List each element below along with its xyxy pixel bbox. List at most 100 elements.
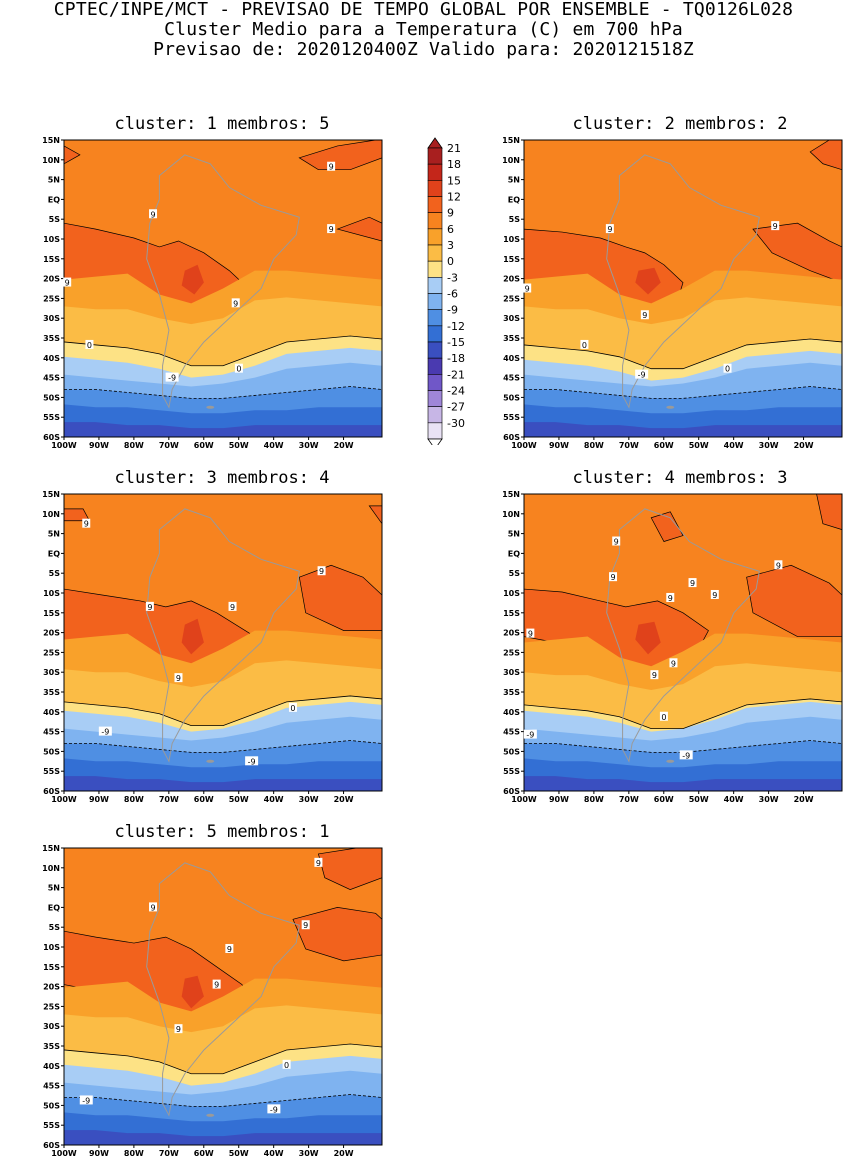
hot-core bbox=[181, 975, 204, 1009]
contour-label-bg bbox=[580, 339, 589, 349]
contour-label-bg bbox=[679, 750, 693, 760]
band-minus-15 bbox=[64, 776, 382, 791]
lat-label: 60S bbox=[503, 433, 520, 442]
lon-label: 20W bbox=[334, 795, 354, 804]
contour-label-bg bbox=[149, 902, 158, 912]
lon-label: 60W bbox=[194, 1149, 214, 1157]
lon-label: 80W bbox=[124, 1149, 144, 1157]
lat-label: 40S bbox=[43, 708, 60, 717]
lat-label: 5S bbox=[509, 569, 521, 578]
lat-label: 25S bbox=[43, 1002, 60, 1011]
lat-label: 10N bbox=[42, 156, 60, 165]
contour-label-bg bbox=[327, 224, 336, 234]
lat-label: 10S bbox=[43, 943, 60, 952]
lat-label: 35S bbox=[43, 1042, 60, 1051]
lat-label: 5N bbox=[508, 530, 520, 539]
contour-label-bg bbox=[85, 339, 94, 349]
lat-label: 40S bbox=[43, 1062, 60, 1071]
lat-label: 10S bbox=[43, 235, 60, 244]
colorbar-level-label: 21 bbox=[447, 142, 461, 155]
map-panel-cluster-2: 15N 10N 5N EQ 5S 10S 15S 20S 25S 30S 35S 40S 45S 50S 5… bbox=[502, 136, 843, 450]
lat-label: 10N bbox=[42, 864, 60, 873]
lon-label: 50W bbox=[229, 441, 249, 450]
colorbar-level-label: -27 bbox=[447, 401, 465, 414]
lon-label: 90W bbox=[89, 795, 109, 804]
lon-label: 100W bbox=[51, 795, 77, 804]
lat-label: 20S bbox=[503, 629, 520, 638]
panel-title-cluster-5: cluster: 5 membros: 1 bbox=[114, 822, 330, 842]
lat-label: 15S bbox=[43, 609, 60, 618]
lon-label: 30W bbox=[759, 795, 779, 804]
lat-label: 5S bbox=[49, 569, 61, 578]
contour-label-bg bbox=[245, 756, 259, 766]
contour-label: 9 bbox=[607, 225, 612, 234]
contour-label: 0 bbox=[582, 341, 587, 350]
lat-label: 5N bbox=[508, 176, 520, 185]
lat-label: 15S bbox=[503, 255, 520, 264]
contour-label-bg bbox=[327, 161, 336, 171]
lat-label: EQ bbox=[48, 903, 60, 912]
contour-label: -9 bbox=[270, 1105, 278, 1114]
contour-label: 9 bbox=[227, 945, 232, 954]
contour-minus-9 bbox=[524, 386, 843, 399]
contour-label-bg bbox=[225, 943, 234, 953]
lat-label: EQ bbox=[508, 195, 520, 204]
contour-minus-9 bbox=[64, 386, 383, 399]
lat-label: 10N bbox=[502, 510, 520, 519]
lon-label: 50W bbox=[689, 795, 709, 804]
colorbar-top-arrow bbox=[427, 137, 443, 149]
lat-label: 15N bbox=[42, 844, 60, 853]
colorbar-level-label: -9 bbox=[447, 304, 458, 317]
contour-label-bg bbox=[234, 363, 243, 373]
lon-label: 60W bbox=[654, 441, 674, 450]
lat-label: 10N bbox=[502, 156, 520, 165]
contour-label: -9 bbox=[101, 728, 109, 737]
colorbar-swatch bbox=[427, 374, 443, 391]
lat-label: 40S bbox=[503, 708, 520, 717]
contour-label: 0 bbox=[87, 341, 92, 350]
contour-0 bbox=[63, 335, 383, 367]
colorbar-swatch bbox=[427, 357, 443, 375]
colorbar-swatch bbox=[427, 325, 443, 343]
lon-label: 20W bbox=[334, 1149, 354, 1157]
contour-label-bg bbox=[774, 560, 783, 570]
map-panel-cluster-3: 15N 10N 5N EQ 5S 10S 15S 20S 25S 30S 35S 40S 45S 50S 5… bbox=[42, 490, 383, 804]
contour-label-bg bbox=[301, 920, 310, 930]
colorbar-level-label: 15 bbox=[447, 174, 461, 187]
colorbar-level-label: 18 bbox=[447, 158, 461, 171]
lon-label: 40W bbox=[724, 441, 744, 450]
lat-label: 25S bbox=[503, 294, 520, 303]
contour-minus-9 bbox=[64, 740, 383, 753]
contour-label: 9 bbox=[329, 225, 334, 234]
lat-label: 60S bbox=[43, 1141, 60, 1150]
lat-label: 25S bbox=[43, 648, 60, 657]
contour-label-bg bbox=[149, 209, 158, 219]
contour-label: 9 bbox=[84, 520, 89, 529]
colorbar-level-label: -3 bbox=[447, 271, 458, 284]
lon-label: 30W bbox=[299, 795, 319, 804]
hot-core bbox=[635, 267, 661, 295]
contour-label: 9 bbox=[65, 279, 70, 288]
contour-label: 9 bbox=[329, 163, 334, 172]
lon-label: 30W bbox=[759, 441, 779, 450]
contour-label: 9 bbox=[150, 903, 155, 912]
lon-label: 40W bbox=[264, 795, 284, 804]
lat-label: 45S bbox=[43, 374, 60, 383]
lat-label: 10S bbox=[43, 589, 60, 598]
continent-outline bbox=[146, 154, 300, 409]
contour-label-bg bbox=[174, 673, 183, 683]
colorbar-level-label: -30 bbox=[447, 417, 465, 430]
lat-label: 5N bbox=[48, 530, 60, 539]
contour-label-bg bbox=[666, 592, 675, 602]
lat-label: 20S bbox=[43, 629, 60, 638]
map-frame bbox=[63, 139, 383, 438]
contour-label-bg bbox=[723, 363, 732, 373]
contour-label: 9 bbox=[614, 538, 619, 547]
lat-label: 20S bbox=[503, 275, 520, 284]
contour-label: 9 bbox=[150, 210, 155, 219]
colorbar-level-label: -24 bbox=[447, 385, 465, 398]
lat-label: 45S bbox=[43, 1082, 60, 1091]
contour-label-bg bbox=[63, 277, 72, 287]
lat-label: 20S bbox=[43, 275, 60, 284]
lon-label: 80W bbox=[124, 795, 144, 804]
